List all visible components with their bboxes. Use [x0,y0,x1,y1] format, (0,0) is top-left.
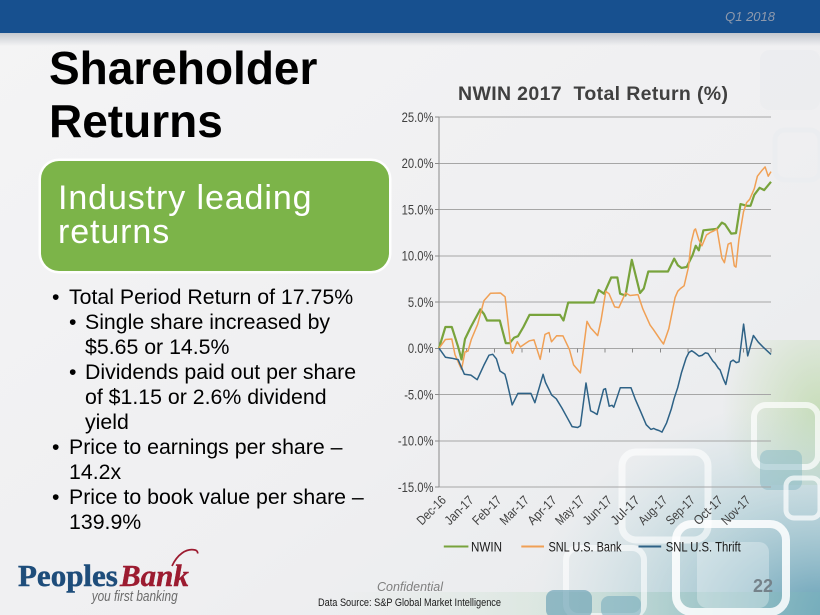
svg-text:NWIN 2017 Total Return (%): NWIN 2017 Total Return (%) [458,85,728,105]
svg-text:-15.0%: -15.0% [398,480,434,495]
svg-text:Apr-17: Apr-17 [524,493,559,528]
svg-text:Jan-17: Jan-17 [441,493,476,528]
svg-text:Dec-16: Dec-16 [414,493,449,528]
svg-text:10.0%: 10.0% [402,249,434,264]
svg-text:5.0%: 5.0% [408,295,434,310]
svg-text:SNL U.S. Bank: SNL U.S. Bank [549,540,623,556]
svg-text:15.0%: 15.0% [402,202,434,217]
svg-text:Oct-17: Oct-17 [690,493,725,528]
svg-text:Peoples: Peoples [18,558,118,593]
svg-text:Feb-17: Feb-17 [469,493,504,528]
svg-text:-5.0%: -5.0% [404,387,433,402]
svg-text:20.0%: 20.0% [402,156,434,171]
svg-text:25.0%: 25.0% [402,110,434,125]
svg-text:Aug-17: Aug-17 [635,493,670,528]
svg-text:May-17: May-17 [552,493,587,528]
svg-text:Mar-17: Mar-17 [497,493,532,528]
svg-text:NWIN: NWIN [471,540,502,556]
svg-text:Jul-17: Jul-17 [607,493,642,528]
svg-text:0.0%: 0.0% [408,341,434,356]
svg-text:SNL U.S. Thrift: SNL U.S. Thrift [666,540,741,556]
svg-text:-10.0%: -10.0% [398,434,434,449]
svg-text:Nov-17: Nov-17 [718,493,753,528]
svg-text:Jun-17: Jun-17 [580,493,615,528]
svg-text:Data Source: S&P Global Market: Data Source: S&P Global Market Intellige… [318,597,501,609]
svg-text:you first banking: you first banking [91,588,178,605]
svg-text:Bank: Bank [119,558,189,593]
svg-text:Sep-17: Sep-17 [663,493,698,528]
